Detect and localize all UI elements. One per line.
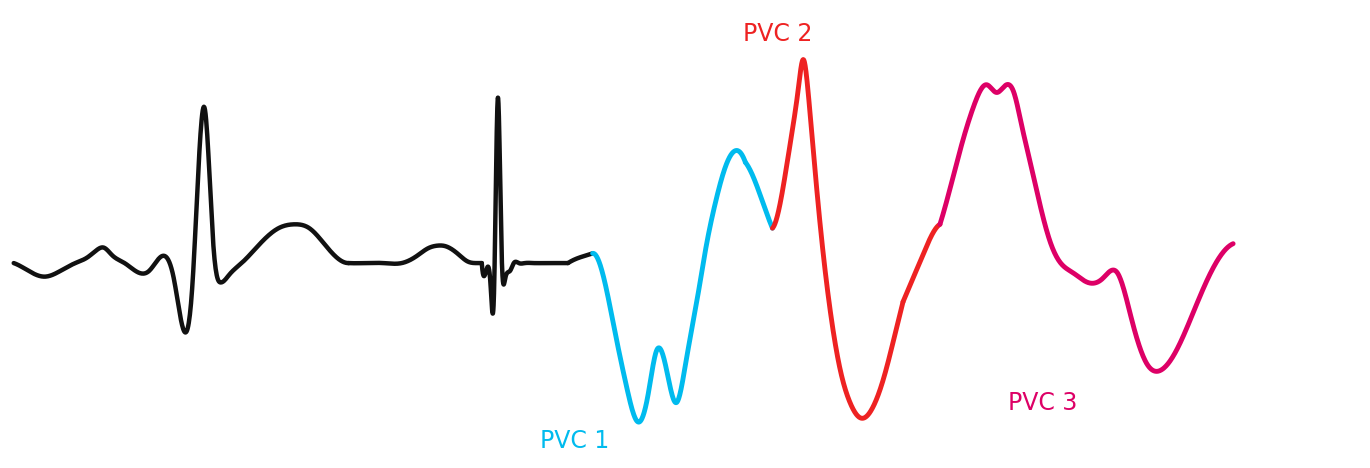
Text: PVC 1: PVC 1 (540, 430, 608, 453)
Text: PVC 2: PVC 2 (743, 22, 812, 46)
Text: PVC 3: PVC 3 (1007, 391, 1077, 415)
